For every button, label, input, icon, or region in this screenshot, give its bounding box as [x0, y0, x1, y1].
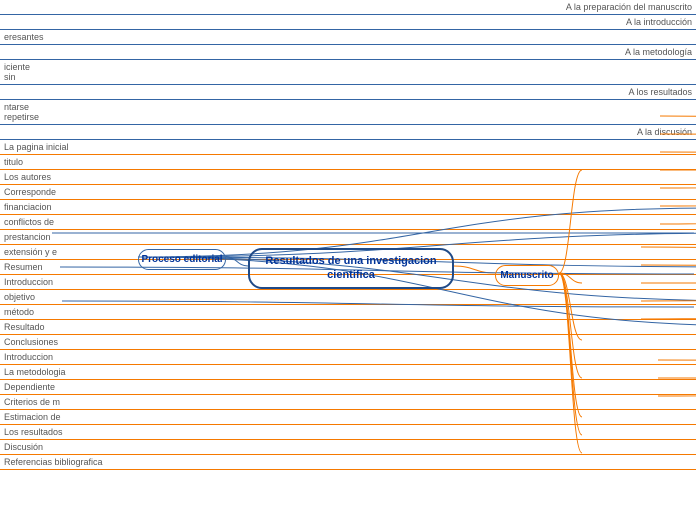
leaf-node: Los resultados [0, 425, 696, 440]
leaf-node: Los autores [0, 170, 696, 185]
right-major-node: Manuscrito [495, 265, 559, 286]
root-label: Resultados de una investigacion cientifi… [260, 254, 442, 283]
leaf-sub-node: eresantes [0, 30, 696, 45]
leaf-sub-node: ntarse repetirse [0, 100, 696, 125]
left-major-node: Proceso editorial [138, 249, 226, 270]
left-major-label: Proceso editorial [141, 254, 222, 265]
leaf-node: Estimacion de [0, 410, 696, 425]
leaf-node: Referencias bibliografica [0, 455, 696, 470]
leaf-node: prestancion [0, 230, 696, 245]
leaf-node: Introduccion [0, 350, 696, 365]
leaf-node: A los resultados [0, 85, 696, 100]
leaf-node: método [0, 305, 696, 320]
leaf-node: conflictos de [0, 215, 696, 230]
leaf-node: Dependiente [0, 380, 696, 395]
leaf-node: Corresponde [0, 185, 696, 200]
leaf-node: financiacion [0, 200, 696, 215]
leaf-node: titulo [0, 155, 696, 170]
leaf-node: Conclusiones [0, 335, 696, 350]
leaf-node: Criterios de m [0, 395, 696, 410]
leaf-node: A la introducción [0, 15, 696, 30]
right-major-label: Manuscrito [500, 270, 553, 281]
leaf-sub-node: iciente sin [0, 60, 696, 85]
leaf-node: objetivo [0, 290, 696, 305]
leaf-node: A la metodología [0, 45, 696, 60]
leaf-node: Discusión [0, 440, 696, 455]
leaf-node: A la discusión [0, 125, 696, 140]
leaf-node: La pagina inicial [0, 140, 696, 155]
leaf-node: La metodologia [0, 365, 696, 380]
root-node: Resultados de una investigacion cientifi… [248, 248, 454, 289]
leaf-node: A la preparación del manuscrito [0, 0, 696, 15]
leaf-node: Resultado [0, 320, 696, 335]
